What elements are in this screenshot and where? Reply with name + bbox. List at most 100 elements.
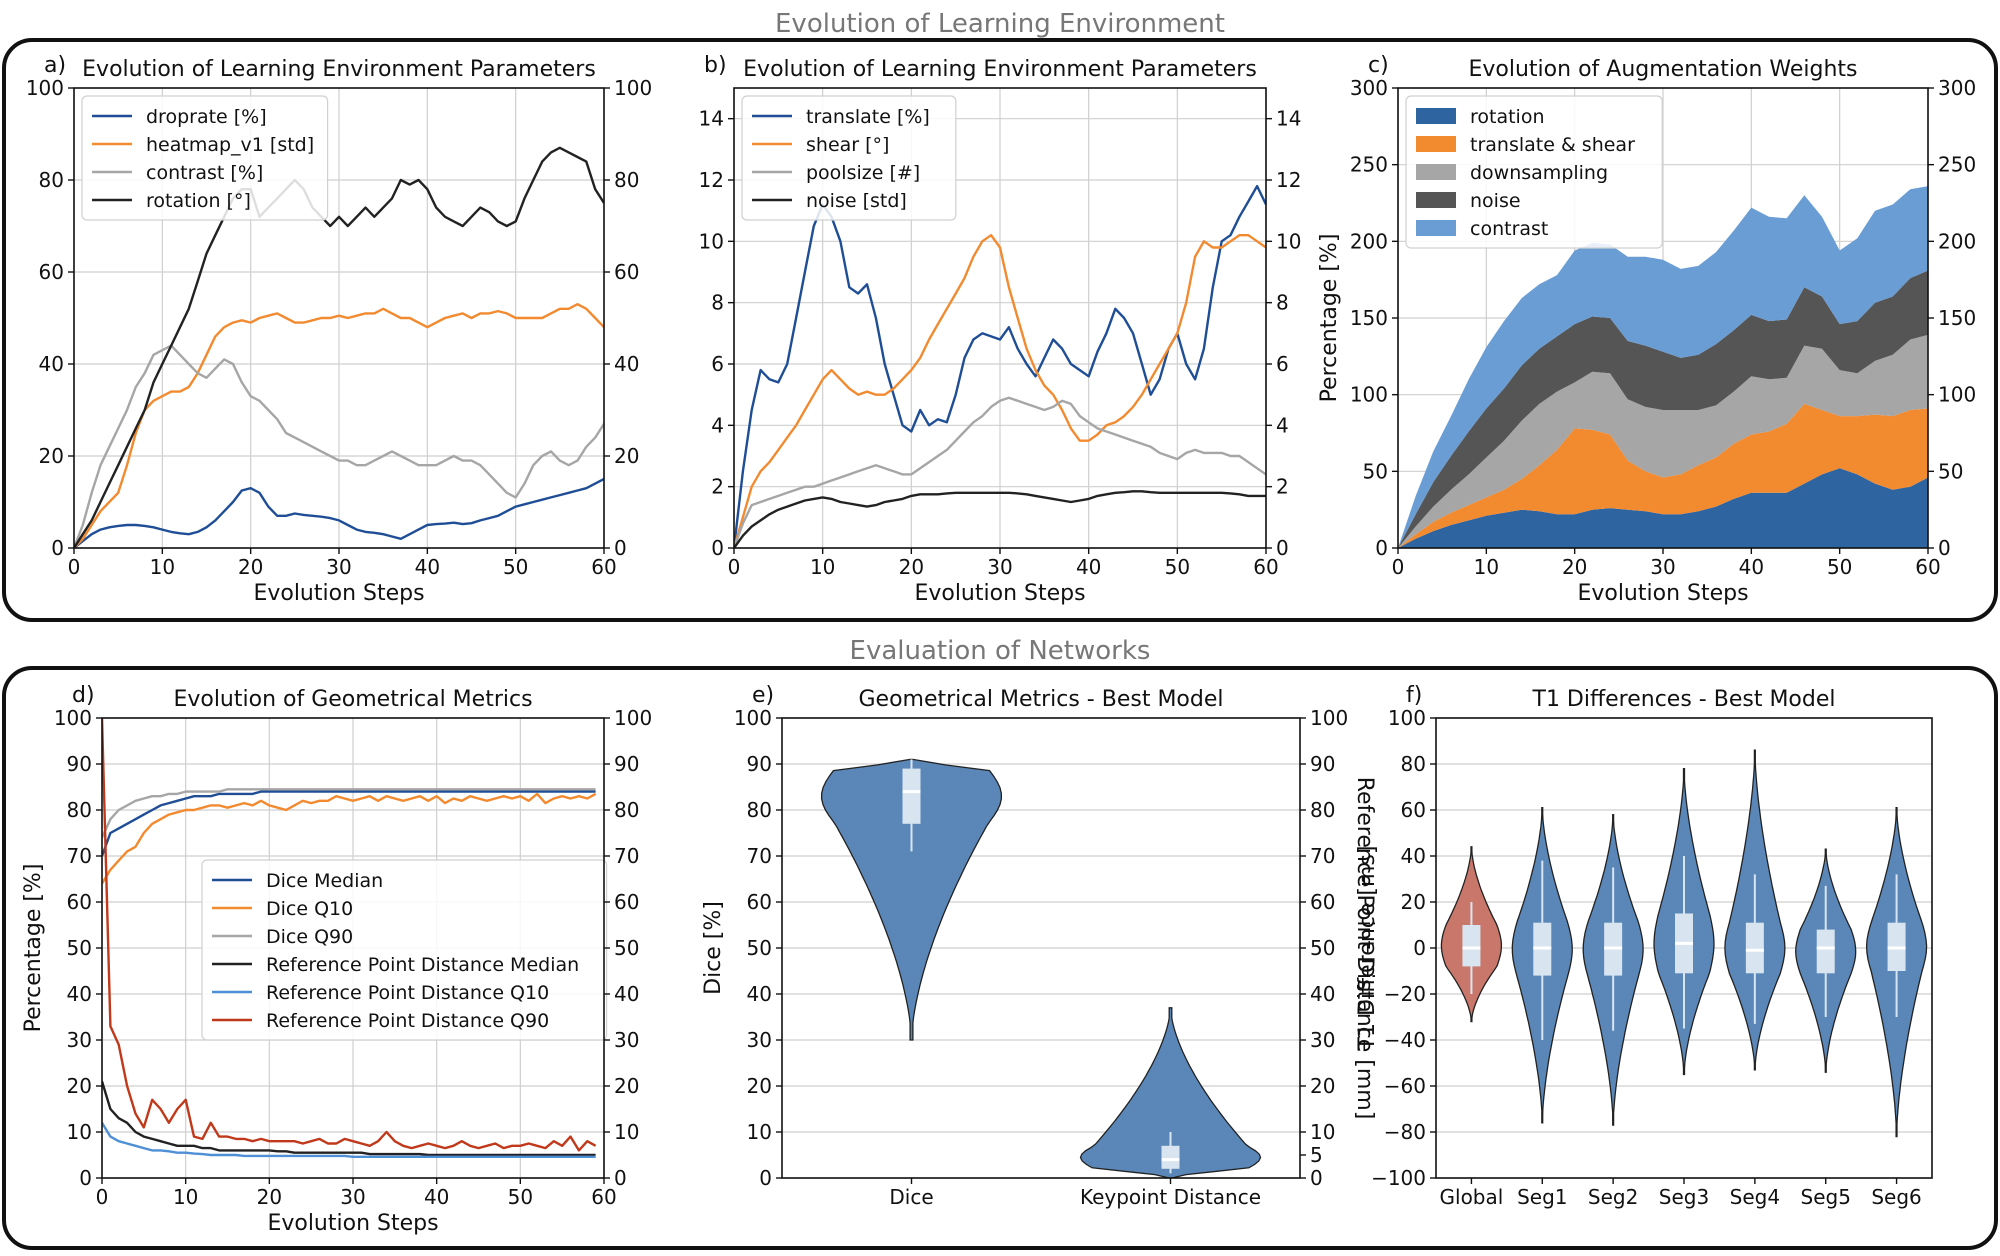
- legend-label: translate [%]: [806, 106, 930, 128]
- y-tick-label: 8: [711, 291, 724, 315]
- y-tick-label: 40: [67, 982, 92, 1006]
- section-frame-1: [2, 38, 1998, 622]
- x-tick-label: 20: [899, 555, 924, 579]
- y-tick-label: 0: [711, 536, 724, 560]
- y-tick-label: 2: [711, 475, 724, 499]
- y-tick-label: 70: [747, 844, 772, 868]
- plot-area: [102, 718, 597, 1158]
- chart-panel-d: Dice Median Dice Q10 Dice Q90 Reference Poi…: [21, 683, 652, 1236]
- y-tick-label: 0: [79, 1166, 92, 1190]
- chart-panel-e: Dice Keypoint Distance0102030405060708090…: [701, 683, 1377, 1209]
- y-tick-label: 6: [711, 352, 724, 376]
- y2-tick-label: 0: [1310, 1166, 1323, 1190]
- series-line: [102, 790, 596, 857]
- y2-tick-label: 2: [1276, 475, 1289, 499]
- y-tick-label: 100: [54, 706, 92, 730]
- x-tick-label: Seg5: [1801, 1185, 1851, 1209]
- series-line: [102, 792, 597, 885]
- x-tick-label: 10: [173, 1185, 198, 1209]
- y-tick-label: 20: [39, 444, 64, 468]
- y2-tick-label: 90: [614, 752, 639, 776]
- x-axis-label: Evolution Steps: [267, 1211, 438, 1236]
- panel-label: c): [1368, 53, 1389, 78]
- legend-swatch: [1416, 164, 1456, 180]
- legend-label: Dice Median: [266, 870, 383, 892]
- legend-label: noise [std]: [806, 190, 907, 212]
- panel-label: d): [72, 683, 95, 708]
- y-tick-label: 14: [699, 107, 724, 131]
- x-tick-label: 40: [1076, 555, 1101, 579]
- y2-tick-label: 80: [1310, 798, 1335, 822]
- y2-tick-label: 0: [1276, 536, 1289, 560]
- y-tick-label: 100: [1388, 706, 1426, 730]
- series-line: [734, 490, 1266, 548]
- legend-label: Reference Point Distance Q10: [266, 982, 549, 1004]
- y2-tick-label: 12: [1276, 168, 1301, 192]
- y-tick-label: 0: [759, 1166, 772, 1190]
- y-tick-label: 200: [1350, 229, 1388, 253]
- y-axis-label: T1 Difference [ms]: [1355, 846, 1380, 1052]
- x-tick-label: 0: [728, 555, 741, 579]
- x-tick-label: 50: [508, 1185, 533, 1209]
- y2-tick-label: 40: [614, 982, 639, 1006]
- legend-label: Reference Point Distance Q90: [266, 1010, 549, 1032]
- series-line: [74, 344, 604, 548]
- plot-area: [820, 758, 1262, 1178]
- y2-axis-label: Reference Point Distance [mm]: [1352, 777, 1377, 1120]
- y2-tick-label: 60: [1310, 890, 1335, 914]
- y-tick-label: 60: [747, 890, 772, 914]
- x-tick-label: 0: [96, 1185, 109, 1209]
- stacked-area: [1398, 403, 1928, 548]
- x-tick-label: 50: [1165, 555, 1190, 579]
- x-tick-label: 50: [1827, 555, 1852, 579]
- y-tick-label: 80: [67, 798, 92, 822]
- x-tick-label: 10: [810, 555, 835, 579]
- legend-swatch: [1416, 136, 1456, 152]
- x-tick-label: 40: [415, 555, 440, 579]
- y-tick-label: 60: [67, 890, 92, 914]
- y-tick-label: 10: [699, 229, 724, 253]
- y-tick-label: 150: [1350, 306, 1388, 330]
- legend-box: [81, 95, 329, 221]
- y-tick-label: 30: [747, 1028, 772, 1052]
- series-line: [74, 146, 604, 548]
- y2-tick-label: 6: [1276, 352, 1289, 376]
- legend-label: rotation [°]: [146, 190, 251, 212]
- y-tick-label: −80: [1384, 1120, 1426, 1144]
- y-tick-label: 10: [67, 1120, 92, 1144]
- series-line: [734, 234, 1266, 548]
- section-frame-2: [2, 666, 1998, 1250]
- y-tick-label: −20: [1384, 982, 1426, 1006]
- x-tick-label: 50: [503, 555, 528, 579]
- legend-label: heatmap_v1 [std]: [146, 134, 314, 156]
- y2-tick-label: 30: [614, 1028, 639, 1052]
- x-tick-label: 60: [591, 1185, 616, 1209]
- y2-tick-label: 20: [614, 444, 639, 468]
- legend-label: downsampling: [1470, 162, 1608, 184]
- y-tick-label: 30: [67, 1028, 92, 1052]
- x-tick-label: 60: [1253, 555, 1278, 579]
- y2-tick-label: 14: [1276, 107, 1301, 131]
- y2-tick-label: 100: [614, 706, 652, 730]
- series-line: [74, 303, 604, 548]
- x-axis-label: Evolution Steps: [914, 581, 1085, 606]
- chart-title: Evolution of Geometrical Metrics: [173, 687, 532, 712]
- y-tick-label: 50: [747, 936, 772, 960]
- y-tick-label: 50: [1363, 459, 1388, 483]
- panel-label: a): [44, 53, 66, 78]
- x-tick-label: Seg2: [1588, 1185, 1638, 1209]
- y2-tick-label: 70: [614, 844, 639, 868]
- x-tick-label: 20: [257, 1185, 282, 1209]
- legend-label: rotation: [1470, 106, 1545, 128]
- y2-tick-label: 50: [1310, 936, 1335, 960]
- legend-label: droprate [%]: [146, 106, 267, 128]
- y-tick-label: 0: [51, 536, 64, 560]
- y-tick-label: 0: [1413, 936, 1426, 960]
- panel-label: b): [704, 53, 727, 78]
- x-tick-label: 40: [424, 1185, 449, 1209]
- x-tick-label: 0: [68, 555, 81, 579]
- y-tick-label: 12: [699, 168, 724, 192]
- y-tick-label: 50: [67, 936, 92, 960]
- y2-tick-label: 60: [614, 890, 639, 914]
- series-line: [102, 1122, 596, 1158]
